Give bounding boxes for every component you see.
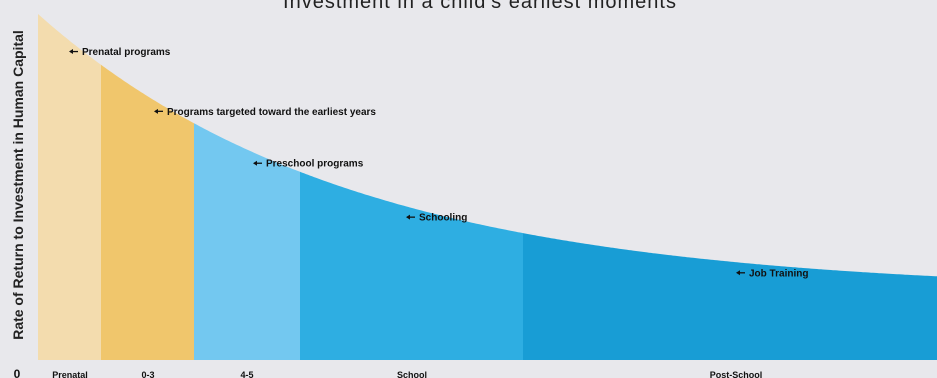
annotation-arrowhead <box>736 270 740 276</box>
annotation: Programs targeted toward the earliest ye… <box>154 107 376 118</box>
chart-bands <box>38 14 937 361</box>
annotation: Schooling <box>406 213 467 224</box>
band-4-5 <box>194 123 300 360</box>
x-tick-label: Post-School <box>710 370 763 378</box>
x-tick-label: 4-5 <box>240 370 253 378</box>
annotation-arrowhead <box>406 214 410 220</box>
annotation-label: Programs targeted toward the earliest ye… <box>167 107 376 118</box>
annotation: Job Training <box>736 268 808 279</box>
annotation-label: Preschool programs <box>266 159 364 170</box>
annotation: Preschool programs <box>253 159 364 170</box>
y-axis-label: Rate of Return to Investment in Human Ca… <box>10 30 26 340</box>
annotation-arrowhead <box>253 160 257 166</box>
y-origin-label: 0 <box>14 367 21 378</box>
annotation-arrowhead <box>154 108 158 114</box>
band-school <box>300 171 523 360</box>
annotation-arrowhead <box>69 49 73 55</box>
annotation-label: Job Training <box>749 268 808 279</box>
chart-title: Investment in a child's earliest moments <box>283 0 677 13</box>
x-tick-label: 0-3 <box>141 370 154 378</box>
annotation: Prenatal programs <box>69 47 171 58</box>
band-prenatal <box>38 14 101 360</box>
annotation-label: Schooling <box>419 213 467 224</box>
band-post-school <box>523 233 937 360</box>
chart-annotations: Prenatal programs Programs targeted towar… <box>69 47 808 279</box>
annotation-label: Prenatal programs <box>82 47 171 58</box>
x-tick-label: School <box>397 370 427 378</box>
x-tick-label: Prenatal <box>52 370 88 378</box>
chart-x-ticks: Prenatal 0-3 4-5 School Post-School <box>52 370 762 378</box>
band-0-3 <box>101 64 194 361</box>
